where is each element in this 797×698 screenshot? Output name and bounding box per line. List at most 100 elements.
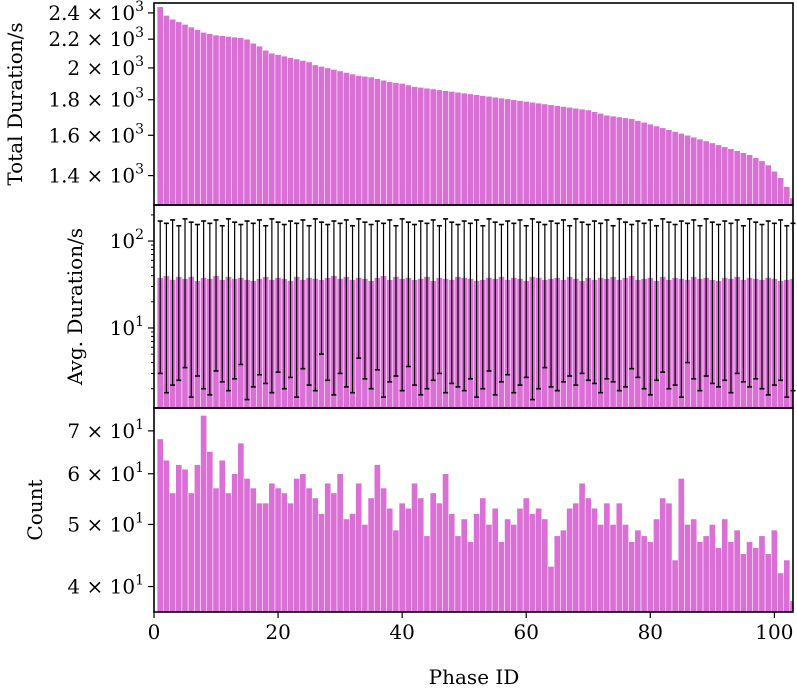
total-bar: [169, 19, 176, 205]
count-bar: [299, 473, 307, 612]
count-bar: [417, 497, 425, 612]
total-bar: [442, 90, 449, 205]
y-tick-mantissa: 2.2 ×: [48, 27, 109, 51]
total-bar: [200, 32, 207, 205]
total-bar: [318, 66, 325, 205]
count-bar: [733, 529, 741, 612]
total-bar: [628, 118, 636, 205]
y-tick-mantissa: 4 ×: [67, 575, 109, 599]
count-bar: [789, 600, 793, 612]
total-bar: [342, 72, 350, 205]
count-bar: [677, 478, 685, 612]
total-bar: [684, 135, 691, 205]
total-bar: [696, 138, 704, 205]
total-bar: [448, 91, 456, 205]
total-bar: [541, 103, 549, 205]
total-bar: [777, 177, 784, 205]
y-tick-base: 10: [110, 462, 135, 486]
total-bar: [280, 55, 288, 205]
count-bar: [690, 518, 698, 612]
count-bar: [473, 513, 480, 612]
total-bar: [398, 83, 406, 205]
total-bar: [473, 94, 480, 205]
count-bar: [355, 482, 363, 612]
total-bar: [578, 108, 586, 205]
y-tick-exponent: 1: [135, 510, 144, 526]
count-bar: [280, 492, 288, 612]
count-bar: [249, 487, 257, 612]
total-bar: [392, 82, 400, 205]
count-bar: [181, 468, 189, 612]
x-tick-label: 80: [638, 620, 663, 644]
total-bar: [262, 50, 270, 205]
count-bar: [535, 508, 542, 612]
total-bar: [529, 102, 536, 205]
x-tick-label: 40: [389, 620, 414, 644]
count-bar: [721, 518, 729, 612]
count-bar: [764, 553, 772, 612]
count-bar: [591, 508, 598, 612]
total-bar: [194, 29, 201, 205]
count-bar: [572, 502, 580, 612]
x-tick-label: 0: [148, 620, 161, 644]
total-bar: [671, 131, 679, 205]
count-bar: [634, 529, 642, 612]
y-axis-label-total: Total Duration/s: [3, 22, 27, 185]
count-bar: [330, 492, 338, 612]
total-bar: [287, 57, 294, 205]
y-tick-label: 1.4 × 103: [48, 162, 144, 188]
count-bar: [609, 524, 617, 612]
total-bar: [411, 86, 418, 205]
total-bar: [709, 142, 716, 205]
total-bar: [181, 24, 189, 205]
total-bar: [311, 64, 319, 205]
y-tick-exponent: 2: [135, 227, 144, 243]
total-bar: [653, 125, 660, 205]
count-bar: [225, 492, 232, 612]
count-bar: [646, 541, 654, 612]
count-bar: [212, 487, 220, 612]
count-bar: [541, 518, 549, 612]
total-bar: [429, 88, 437, 205]
total-bar: [727, 148, 735, 205]
x-tick-label: 60: [514, 620, 539, 644]
count-bar: [305, 487, 313, 612]
total-bar: [467, 93, 474, 205]
y-tick-mantissa: 5 ×: [67, 512, 109, 536]
total-bar: [560, 106, 567, 205]
count-bar: [615, 502, 623, 612]
total-bar: [603, 114, 611, 205]
count-bar: [398, 502, 406, 612]
total-bar: [702, 140, 710, 205]
count-bar: [460, 518, 468, 612]
avg-errorbars: [157, 218, 796, 401]
count-bar: [597, 524, 605, 612]
total-bar: [274, 54, 282, 205]
count-bar: [386, 508, 394, 612]
total-bar: [715, 144, 722, 205]
count-bar: [603, 502, 611, 612]
count-bar: [429, 492, 437, 612]
y-tick-exponent: 3: [135, 54, 144, 70]
total-bar: [659, 127, 667, 205]
y-tick-base: 10: [110, 575, 135, 599]
count-bar: [163, 459, 170, 612]
total-bar: [367, 76, 375, 205]
y-tick-label: 5 × 101: [67, 510, 144, 536]
total-bar: [380, 80, 387, 205]
count-bar: [349, 513, 356, 612]
count-bar: [262, 502, 270, 612]
y-tick-mantissa: 2 ×: [67, 56, 109, 80]
count-bar: [709, 524, 716, 612]
total-bar: [522, 101, 530, 205]
count-bar: [274, 487, 282, 612]
total-bar: [597, 113, 605, 205]
count-bar: [771, 529, 778, 612]
total-bar: [324, 67, 332, 205]
count-bar: [454, 535, 462, 612]
y-tick-label: 6 × 101: [67, 460, 144, 486]
count-bar: [287, 502, 294, 612]
